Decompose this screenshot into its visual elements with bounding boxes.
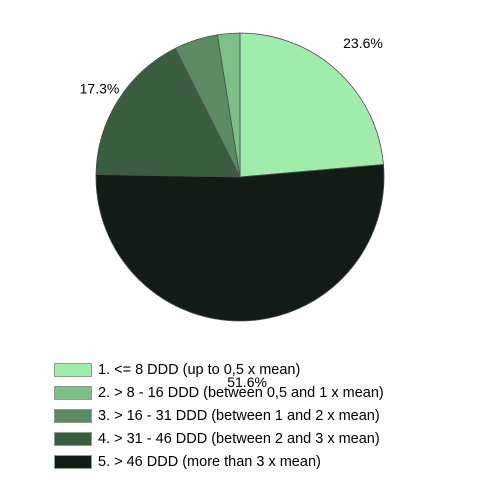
legend-label-2: 2. > 8 - 16 DDD (between 0,5 and 1 x mea… bbox=[98, 384, 384, 401]
pie-slices bbox=[95, 32, 385, 322]
pie-value-labels: 23.6%51.6%17.3%4.9%2.5% bbox=[80, 35, 383, 390]
pie-label-1: 23.6% bbox=[343, 35, 383, 51]
legend-item-3: 3. > 16 - 31 DDD (between 1 and 2 x mean… bbox=[54, 404, 384, 427]
pie-label-5: 51.6% bbox=[227, 374, 267, 390]
pie-slice-5 bbox=[95, 164, 385, 322]
legend-item-4: 4. > 31 - 46 DDD (between 2 and 3 x mean… bbox=[54, 427, 384, 450]
legend-label-3: 3. > 16 - 31 DDD (between 1 and 2 x mean… bbox=[98, 407, 380, 424]
legend-swatch-5 bbox=[54, 454, 92, 469]
pie-slice-2 bbox=[216, 32, 241, 178]
legend-swatch-3 bbox=[54, 408, 92, 423]
legend-item-5: 5. > 46 DDD (more than 3 x mean) bbox=[54, 450, 384, 473]
legend-swatch-2 bbox=[54, 385, 92, 400]
legend-swatch-4 bbox=[54, 431, 92, 446]
legend-item-1: 1. <= 8 DDD (up to 0,5 x mean) bbox=[54, 358, 384, 381]
legend-swatch-1 bbox=[54, 362, 92, 377]
pie-label-4: 17.3% bbox=[80, 81, 120, 97]
legend-item-2: 2. > 8 - 16 DDD (between 0,5 and 1 x mea… bbox=[54, 381, 384, 404]
legend-label-4: 4. > 31 - 46 DDD (between 2 and 3 x mean… bbox=[98, 430, 380, 447]
pie-slice-4 bbox=[95, 47, 241, 178]
legend: 1. <= 8 DDD (up to 0,5 x mean) 2. > 8 - … bbox=[54, 358, 384, 473]
legend-label-1: 1. <= 8 DDD (up to 0,5 x mean) bbox=[98, 361, 301, 378]
legend-label-5: 5. > 46 DDD (more than 3 x mean) bbox=[98, 453, 321, 470]
pie-slice-1 bbox=[239, 32, 384, 178]
